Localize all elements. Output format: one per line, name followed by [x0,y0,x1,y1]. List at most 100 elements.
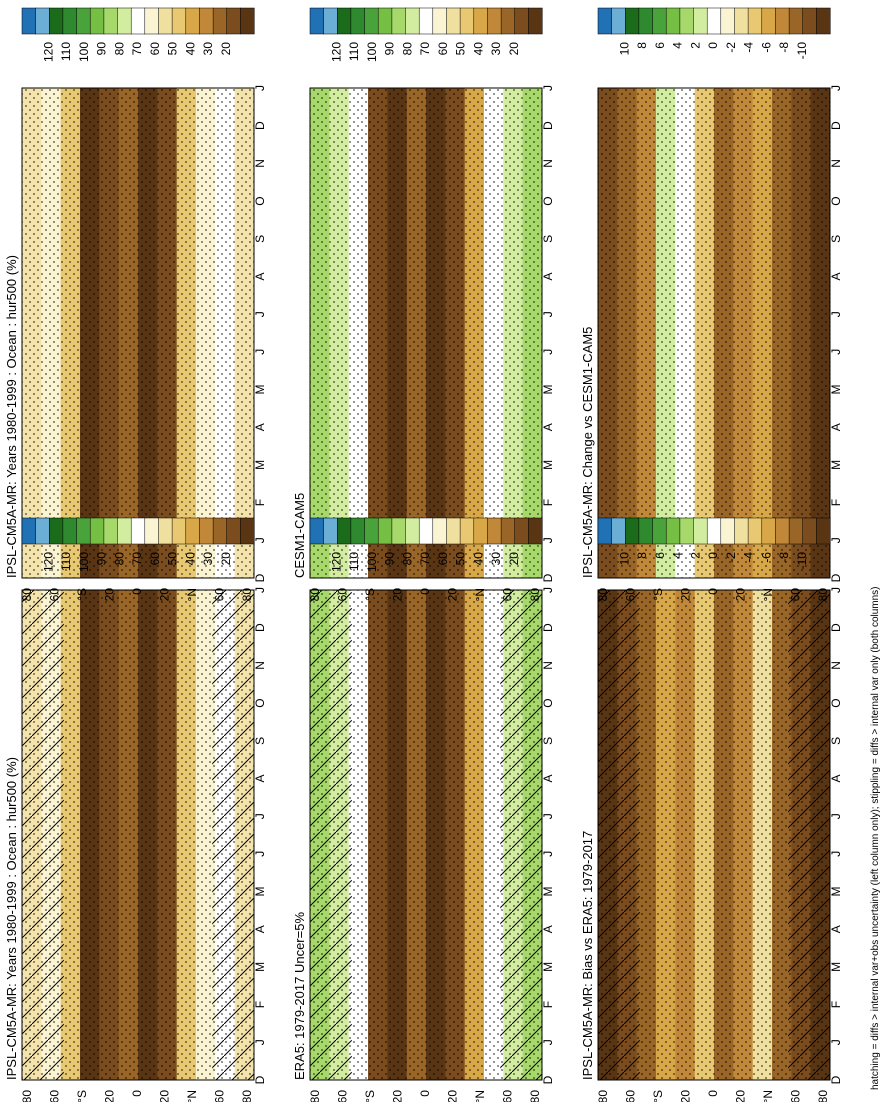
latitude-tick-label: °N [761,1090,775,1102]
month-tick-label: N [829,159,843,168]
colorbar-swatch [391,7,407,35]
month-tick-label: A [829,774,843,782]
latitude-tick-label: 0 [130,1090,144,1097]
month-tick-label: D [253,121,267,130]
colorbar-label: 50 [166,42,180,56]
colorbar-label: 90 [95,552,109,566]
colorbar-label: 30 [201,42,215,56]
latitude-tick-label: 60 [789,1090,803,1102]
latitude-tick-label: °S [651,1090,665,1102]
colorbar-label: 8 [635,42,649,49]
month-tick-label: J [829,311,843,317]
month-tick-label: F [253,499,267,506]
colorbar-swatch [459,517,475,545]
colorbar-swatch [693,7,708,35]
colorbar-label: 70 [130,552,144,566]
month-tick-label: D [541,121,555,130]
colorbar-label: 10 [617,552,631,566]
latitude-tick-label: 60 [213,1090,227,1102]
latitude-tick-label: 80 [20,588,34,602]
latitude-tick-label: 80 [596,1090,610,1102]
month-tick-label: O [829,698,843,707]
panel-title: IPSL-CM5A-MR: Years 1980-1999 : Ocean : … [4,757,19,1080]
colorbar-swatch [761,7,776,35]
colorbar-label: 40 [471,42,485,56]
colorbar-swatch [144,517,159,545]
colorbar-swatch [337,7,352,35]
colorbar-swatch [62,517,78,545]
colorbar-label: 50 [454,552,468,566]
colorbar-swatch [665,7,681,35]
colorbar-label: 6 [653,42,667,49]
month-tick-label: J [541,311,555,317]
colorbar-swatch [611,517,626,545]
latitude-tick-label: 60 [336,588,350,602]
latitude-tick-label: 20 [446,588,460,602]
colorbar-label: 110 [347,552,361,571]
colorbar-swatch [720,7,735,35]
month-tick-label: J [253,1039,267,1045]
colorbar-swatch [103,517,119,545]
month-tick-label: N [253,661,267,670]
colorbar-label: 90 [383,552,397,566]
colorbar-label: 40 [183,42,197,56]
colorbar-swatch [775,517,790,545]
month-tick-label: M [253,962,267,972]
month-tick-label: J [541,1039,555,1045]
colorbar-label: 2 [688,552,702,559]
month-tick-label: D [253,623,267,632]
month-tick-label: M [253,887,267,897]
month-tick-label: D [541,623,555,632]
latitude-tick-label: 80 [240,588,254,602]
month-tick-label: M [829,385,843,395]
latitude-tick-label: 60 [48,1090,62,1102]
colorbar-label: -4 [742,552,756,563]
colorbar-label: 100 [365,42,379,62]
colorbar-swatch [625,517,640,545]
month-tick-label: M [541,962,555,972]
latitude-tick-label: 80 [528,1090,542,1102]
colorbar-label: -10 [795,552,809,570]
colorbar-swatch [473,7,488,35]
colorbar-swatch [171,7,187,35]
month-tick-label: O [253,698,267,707]
colorbar-label: 20 [507,552,521,566]
colorbar-swatch [323,517,338,545]
month-tick-label: D [253,573,267,582]
colorbar-label: 80 [112,42,126,56]
colorbar-label: 120 [329,552,343,572]
colorbar-label: -2 [724,42,738,53]
colorbar-swatch [528,7,543,35]
month-tick-label: A [541,423,555,431]
colorbar-label: 120 [329,42,343,62]
month-tick-label: J [541,587,555,593]
colorbar-swatch [597,517,613,545]
panel-title: IPSL-CM5A-MR: Change vs CESM1-CAM5 [580,327,595,578]
latitude-tick-label: 80 [240,1090,254,1102]
month-tick-label: M [253,460,267,470]
month-tick-label: J [829,813,843,819]
hatching-overlay [310,590,352,1080]
colorbar-swatch [788,517,804,545]
colorbar-swatch [117,7,132,35]
latitude-tick-label: 60 [336,1090,350,1102]
colorbar-swatch [364,517,379,545]
colorbar-label: 30 [489,42,503,56]
latitude-tick-label: 20 [446,1090,460,1102]
month-tick-label: A [253,272,267,280]
month-tick-label: J [253,311,267,317]
colorbar-swatch [49,7,64,35]
colorbar-swatch [720,517,735,545]
colorbar-label: 70 [418,42,432,56]
latitude-tick-label: 80 [308,588,322,602]
month-tick-label: O [541,698,555,707]
colorbar-swatch [117,517,132,545]
colorbar-swatch [62,7,78,35]
colorbar-swatch [816,7,831,35]
colorbar-swatch [706,517,722,545]
